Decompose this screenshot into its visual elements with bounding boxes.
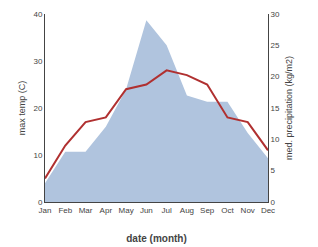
- svg-text:date (month): date (month): [126, 233, 187, 244]
- svg-text:Feb: Feb: [58, 206, 72, 215]
- svg-text:Oct: Oct: [221, 206, 234, 215]
- svg-text:0: 0: [38, 198, 43, 207]
- svg-text:10: 10: [271, 135, 280, 144]
- svg-text:10: 10: [33, 151, 42, 160]
- svg-text:0: 0: [271, 198, 276, 207]
- svg-text:Aug: Aug: [180, 206, 194, 215]
- svg-text:Jun: Jun: [140, 206, 153, 215]
- svg-text:40: 40: [33, 10, 42, 19]
- svg-text:30: 30: [271, 10, 280, 19]
- svg-text:Mar: Mar: [79, 206, 93, 215]
- svg-text:Jul: Jul: [162, 206, 172, 215]
- svg-text:Dec: Dec: [261, 206, 275, 215]
- svg-text:20: 20: [33, 104, 42, 113]
- svg-text:med. precipitation (kg/m2): med. precipitation (kg/m2): [284, 56, 294, 160]
- svg-text:Nov: Nov: [241, 206, 255, 215]
- svg-text:Jan: Jan: [39, 206, 52, 215]
- svg-text:15: 15: [271, 104, 280, 113]
- svg-text:Apr: Apr: [100, 206, 113, 215]
- svg-text:25: 25: [271, 41, 280, 50]
- svg-text:20: 20: [271, 72, 280, 81]
- svg-text:Sep: Sep: [200, 206, 215, 215]
- svg-text:May: May: [119, 206, 134, 215]
- svg-text:5: 5: [271, 166, 276, 175]
- svg-text:max temp (C): max temp (C): [17, 81, 27, 136]
- svg-text:30: 30: [33, 57, 42, 66]
